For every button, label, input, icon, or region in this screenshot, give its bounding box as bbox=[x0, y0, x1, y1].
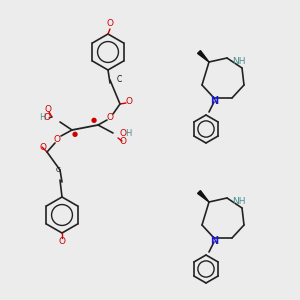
Text: ●: ● bbox=[91, 117, 97, 123]
Text: NH: NH bbox=[232, 197, 245, 206]
Text: O: O bbox=[44, 104, 52, 113]
Text: C: C bbox=[116, 76, 122, 85]
Text: O: O bbox=[125, 98, 133, 106]
Text: O: O bbox=[44, 113, 50, 122]
Text: N: N bbox=[210, 96, 218, 106]
Text: O: O bbox=[53, 136, 61, 145]
Text: O: O bbox=[119, 128, 127, 137]
Text: N: N bbox=[210, 236, 218, 246]
Text: C: C bbox=[56, 167, 60, 173]
Text: O: O bbox=[40, 142, 46, 152]
Polygon shape bbox=[198, 51, 209, 62]
Text: NH: NH bbox=[232, 58, 245, 67]
Text: O: O bbox=[119, 137, 127, 146]
Text: H: H bbox=[125, 128, 131, 137]
Text: O: O bbox=[58, 238, 65, 247]
Text: O: O bbox=[106, 20, 113, 28]
Text: H: H bbox=[39, 113, 45, 122]
Text: O: O bbox=[106, 112, 113, 122]
Text: ●: ● bbox=[72, 131, 78, 137]
Polygon shape bbox=[198, 190, 209, 202]
